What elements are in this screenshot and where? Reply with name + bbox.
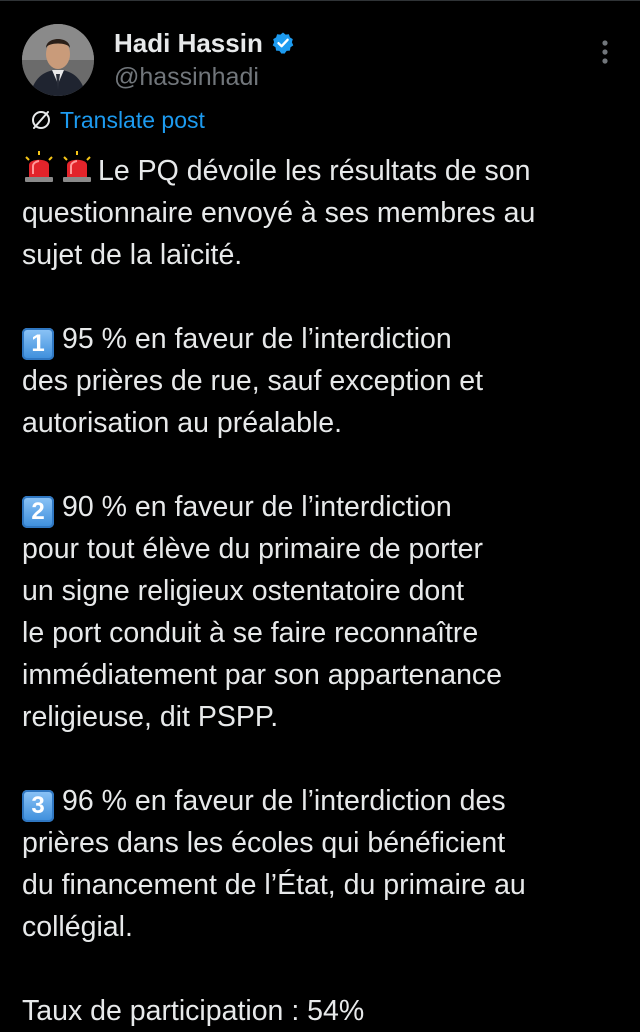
post-header: Hadi Hassin @hassinhadi — [22, 24, 622, 100]
more-options-button[interactable] — [588, 32, 622, 72]
point-2-line: 2 90 % en faveur de l’interdiction — [22, 486, 622, 528]
point-2-text-line-1: 90 % en faveur de l’interdiction — [62, 491, 452, 523]
keycap-2-icon: 2 — [22, 496, 54, 528]
intro-paragraph: Le PQ dévoile les résultats de son quest… — [22, 150, 622, 276]
translate-post-link[interactable]: Translate post — [60, 107, 205, 133]
point-1-text-line-1: 95 % en faveur de l’interdiction — [62, 323, 452, 355]
point-3-text-line-1: 96 % en faveur de l’interdiction des — [62, 785, 506, 817]
point-3-text-line-4: collégial. — [22, 911, 133, 943]
point-3-paragraph: 3 96 % en faveur de l’interdiction des pr… — [22, 780, 622, 948]
translate-icon — [30, 109, 52, 131]
point-3-text-line-2: prières dans les écoles qui bénéficient — [22, 827, 506, 859]
avatar[interactable] — [22, 24, 94, 96]
more-vertical-icon — [602, 40, 608, 64]
display-name[interactable]: Hadi Hassin — [114, 28, 263, 58]
intro-text-line-1: Le PQ dévoile les résultats de son — [98, 155, 531, 187]
keycap-1-icon: 1 — [22, 328, 54, 360]
rotating-light-emoji-icon — [60, 150, 94, 184]
point-2-paragraph: 2 90 % en faveur de l’interdiction pour t… — [22, 486, 622, 738]
intro-text-line-3: sujet de la laïcité. — [22, 239, 243, 271]
point-1-text-line-3: autorisation au préalable. — [22, 407, 343, 439]
keycap-3-icon: 3 — [22, 790, 54, 822]
author-handle[interactable]: @hassinhadi — [114, 63, 259, 91]
point-2-text-line-6: religieuse, dit PSPP. — [22, 701, 279, 733]
intro-line: Le PQ dévoile les résultats de son — [22, 150, 622, 192]
point-3-line: 3 96 % en faveur de l’interdiction des — [22, 780, 622, 822]
participation-line: Taux de participation : 54% — [22, 995, 365, 1027]
point-1-paragraph: 1 95 % en faveur de l’interdiction des pr… — [22, 318, 622, 444]
point-2-text-line-5: immédiatement par son appartenance — [22, 659, 503, 691]
rotating-light-emoji-icon — [22, 150, 56, 184]
top-divider — [0, 0, 640, 1]
point-2-text-line-2: pour tout élève du primaire de porter — [22, 533, 484, 565]
verified-badge-icon — [271, 31, 295, 55]
intro-text-line-2: questionnaire envoyé à ses membres au — [22, 197, 536, 229]
point-1-line: 1 95 % en faveur de l’interdiction — [22, 318, 622, 360]
name-row: Hadi Hassin — [114, 28, 295, 58]
point-1-text-line-2: des prières de rue, sauf exception et — [22, 365, 484, 397]
point-2-text-line-4: le port conduit à se faire reconnaître — [22, 617, 479, 649]
translate-post-button[interactable]: Translate post — [30, 106, 205, 134]
point-2-text-line-3: un signe religieux ostentatoire dont — [22, 575, 465, 607]
point-3-text-line-3: du financement de l’État, du primaire au — [22, 869, 526, 901]
post-text: Le PQ dévoile les résultats de son quest… — [22, 150, 622, 1032]
